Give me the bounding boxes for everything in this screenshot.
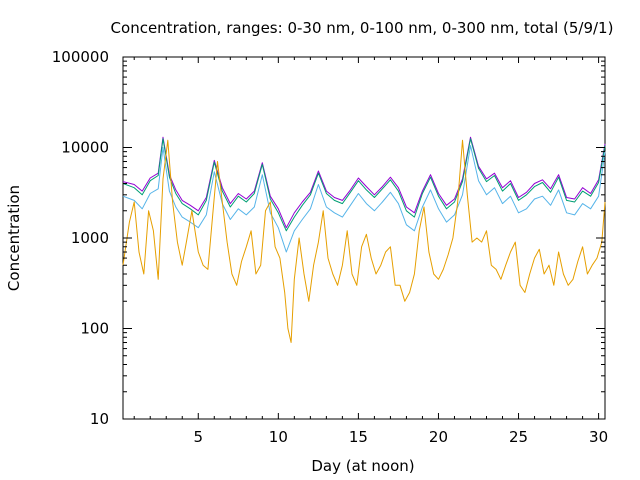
y-tick-label: 100: [80, 320, 109, 338]
series-line-1: [122, 136, 606, 229]
series-line-3: [122, 145, 606, 253]
x-axis-label: Day (at noon): [311, 457, 414, 475]
x-tick-label: 20: [429, 428, 448, 446]
series-line-2: [122, 138, 606, 232]
y-tick-label: 1000: [71, 229, 109, 247]
axes-layer: 5 10 15 20 25 30 10 100 1000 10000 100000: [52, 48, 608, 446]
x-tick-label: 25: [509, 428, 528, 446]
y-tick-label: 10: [90, 410, 109, 428]
x-tick-label: 15: [349, 428, 368, 446]
x-tick-label: 5: [193, 428, 203, 446]
y-tick-label: 100000: [52, 48, 109, 66]
series-line-4: [122, 139, 606, 343]
x-tick-label: 10: [269, 428, 288, 446]
chart-title: Concentration, ranges: 0-30 nm, 0-100 nm…: [111, 19, 614, 37]
x-tick-label: 30: [589, 428, 608, 446]
plot-frame: [122, 56, 606, 420]
y-tick-label: 10000: [61, 139, 109, 157]
y-axis-label: Concentration: [5, 185, 23, 291]
series-layer: [122, 136, 606, 343]
